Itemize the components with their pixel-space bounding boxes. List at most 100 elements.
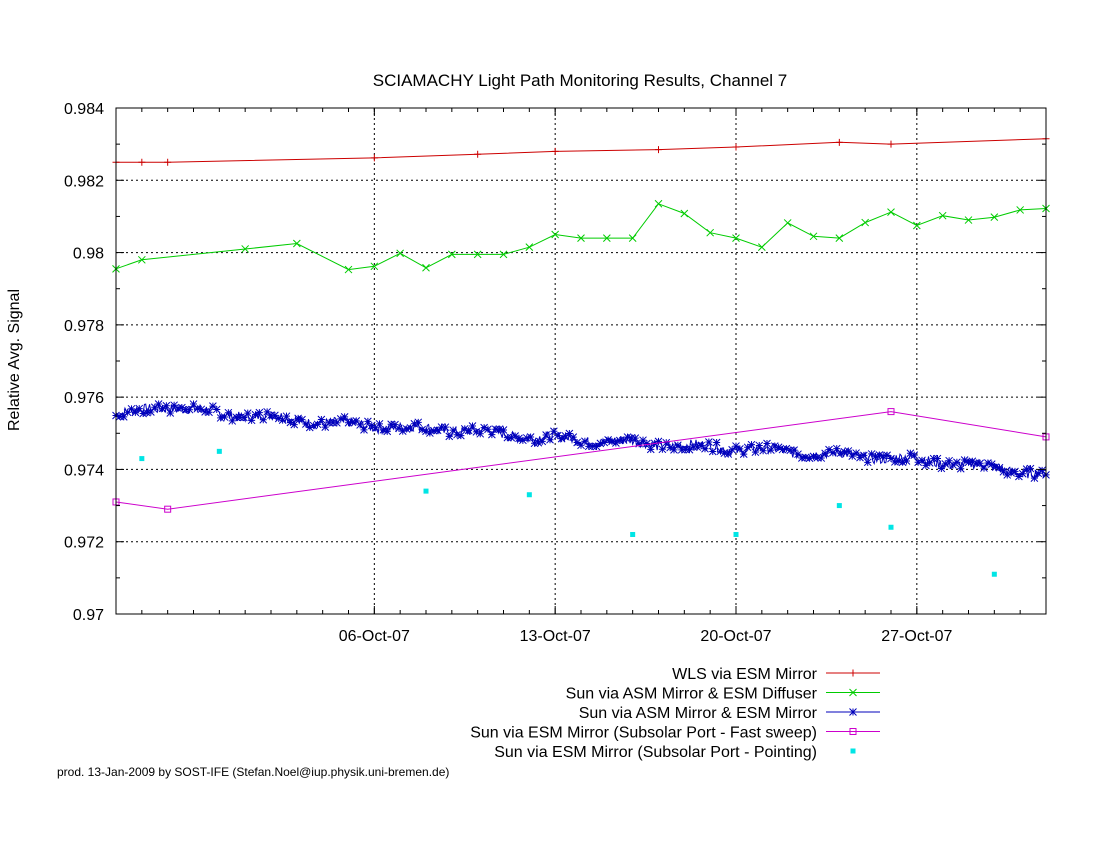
- data-point: [861, 218, 870, 227]
- data-point: [912, 221, 921, 230]
- data-point: [728, 445, 736, 454]
- data-point: [511, 432, 519, 440]
- data-point: [321, 423, 330, 431]
- data-point: [178, 403, 186, 412]
- data-point: [627, 434, 636, 442]
- data-point: [360, 426, 368, 434]
- data-point: [646, 445, 655, 454]
- data-point: [410, 419, 419, 428]
- data-point: [910, 451, 919, 459]
- data-point: [143, 408, 151, 417]
- data-point: [418, 425, 426, 434]
- data-point: [573, 438, 581, 447]
- data-point: [139, 456, 145, 462]
- data-point: [383, 427, 392, 436]
- data-point: [759, 446, 767, 455]
- data-point: [553, 431, 562, 440]
- data-point: [619, 436, 628, 444]
- data-point: [786, 446, 795, 455]
- grid-lines: [116, 108, 1046, 614]
- data-point: [139, 409, 147, 418]
- data-point: [887, 208, 895, 216]
- data-point: [205, 408, 213, 417]
- data-point: [550, 427, 558, 436]
- data-point: [344, 265, 353, 274]
- data-point: [232, 413, 240, 422]
- data-point: [526, 433, 535, 441]
- data-point: [817, 454, 826, 462]
- data-point: [724, 450, 733, 458]
- data-point: [379, 425, 388, 434]
- legend: WLS via ESM Mirror Sun via ASM Mirror & E…: [470, 666, 880, 761]
- data-point: [364, 417, 372, 426]
- y-axis-label: Relative Avg. Signal: [6, 289, 23, 431]
- data-point: [677, 445, 686, 454]
- data-point: [499, 426, 508, 434]
- data-point: [990, 213, 999, 222]
- data-point: [1011, 467, 1019, 476]
- series-line-2: [115, 203, 1047, 271]
- data-point: [414, 418, 423, 427]
- x-tick-label: 27-Oct-07: [881, 628, 952, 645]
- data-point: [538, 437, 547, 446]
- data-point: [472, 428, 481, 436]
- y-tick-label: 0.978: [64, 318, 104, 335]
- data-point: [344, 418, 353, 427]
- data-point: [898, 458, 907, 467]
- data-point: [596, 439, 605, 448]
- data-point: [733, 531, 739, 537]
- data-point: [164, 505, 172, 513]
- data-point: [840, 448, 849, 456]
- data-point: [929, 454, 938, 463]
- data-point: [228, 417, 237, 425]
- data-point: [643, 439, 651, 448]
- data-point: [274, 414, 283, 423]
- data-point: [794, 450, 802, 459]
- data-point: [813, 453, 822, 462]
- data-point: [391, 420, 399, 429]
- data-point: [852, 449, 860, 457]
- chart-title: SCIAMACHY Light Path Monitoring Results,…: [373, 71, 788, 90]
- data-point: [1003, 471, 1012, 479]
- series-1: [112, 135, 1050, 166]
- data-point: [116, 412, 124, 421]
- data-point: [628, 234, 637, 242]
- legend-marker-5: [850, 748, 856, 754]
- legend-marker-3: [849, 708, 857, 716]
- data-point: [243, 409, 252, 417]
- data-point: [464, 426, 473, 435]
- data-point: [525, 243, 534, 252]
- x-tick-label: 06-Oct-07: [339, 628, 410, 645]
- data-point: [631, 434, 640, 442]
- series-4: [112, 408, 1050, 513]
- data-point: [309, 421, 318, 430]
- data-point: [453, 430, 461, 439]
- data-point: [447, 250, 456, 259]
- data-point: [557, 434, 566, 443]
- data-point: [336, 415, 345, 423]
- data-point: [635, 439, 643, 448]
- data-point: [158, 404, 167, 413]
- series-line-4: [115, 411, 1047, 510]
- data-point: [888, 524, 894, 530]
- data-point: [119, 413, 128, 421]
- legend-marker-4: [849, 728, 857, 735]
- data-point: [480, 423, 488, 432]
- data-point: [476, 429, 485, 438]
- data-point: [964, 458, 973, 467]
- data-point: [488, 430, 496, 439]
- data-point: [484, 425, 492, 434]
- y-tick-label: 0.982: [64, 173, 104, 190]
- data-point: [189, 400, 198, 408]
- data-point: [267, 411, 275, 419]
- data-point: [588, 442, 597, 450]
- data-point: [445, 432, 454, 441]
- data-point: [743, 443, 752, 452]
- data-point: [681, 445, 690, 454]
- data-point: [972, 459, 981, 467]
- data-point: [995, 463, 1004, 472]
- data-point: [980, 464, 988, 472]
- data-point: [298, 415, 306, 424]
- data-point: [662, 438, 671, 447]
- y-tick-label: 0.97: [73, 607, 104, 624]
